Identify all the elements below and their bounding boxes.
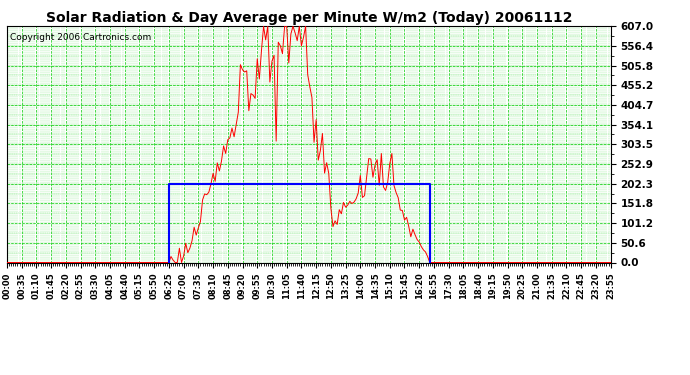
Text: Copyright 2006 Cartronics.com: Copyright 2006 Cartronics.com (10, 33, 151, 42)
Title: Solar Radiation & Day Average per Minute W/m2 (Today) 20061112: Solar Radiation & Day Average per Minute… (46, 11, 572, 25)
